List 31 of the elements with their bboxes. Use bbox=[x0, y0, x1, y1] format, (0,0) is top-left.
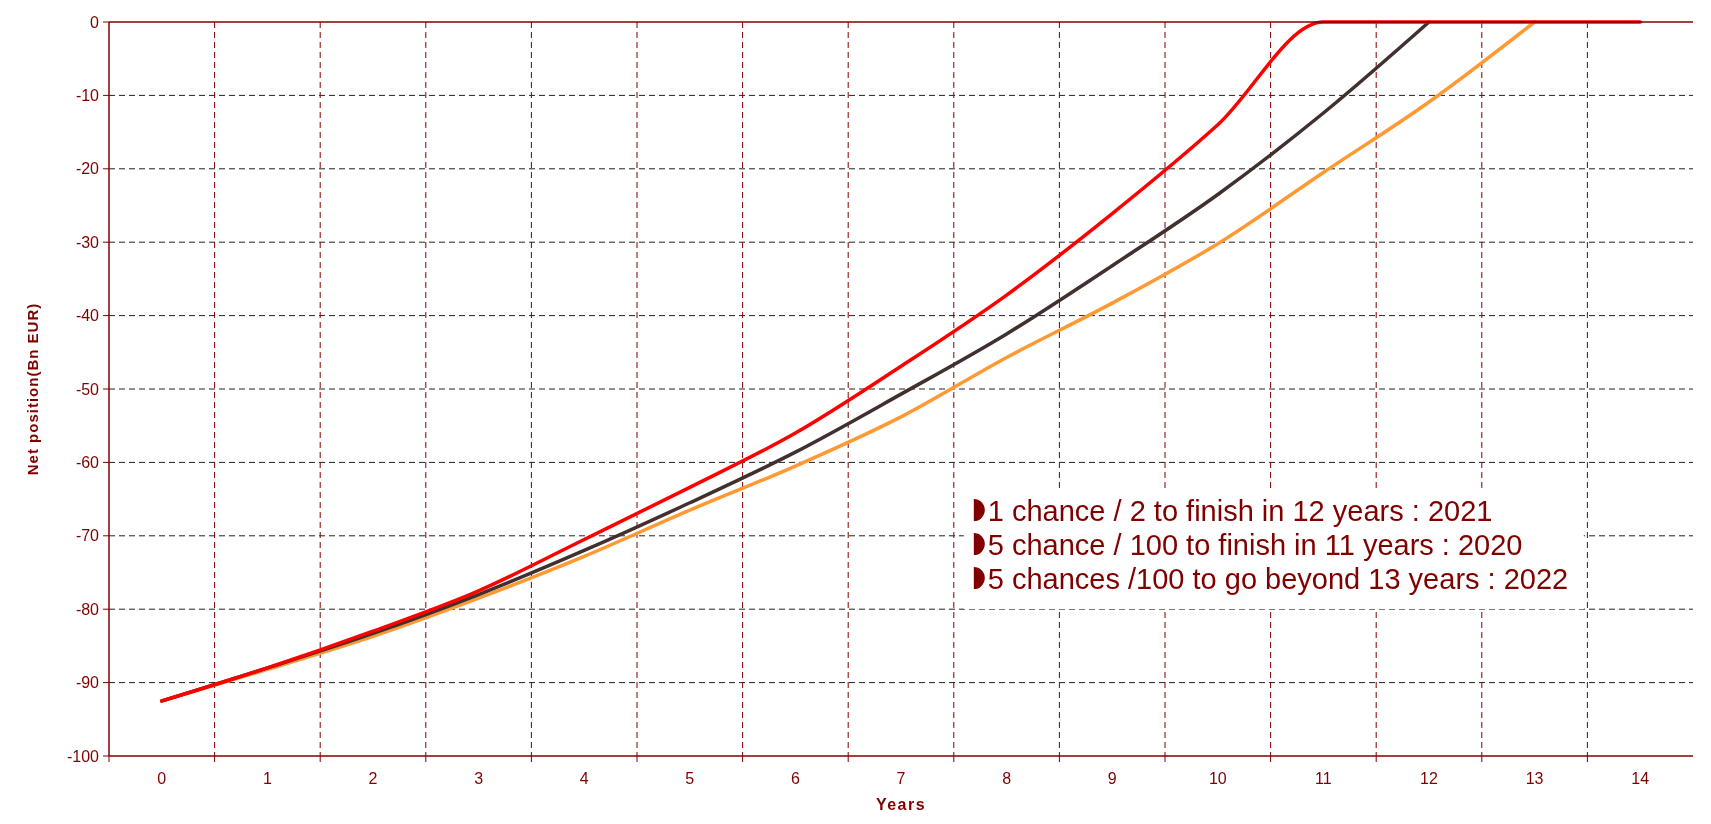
x-tick-label: 2 bbox=[368, 770, 378, 787]
y-tick-label: -10 bbox=[75, 87, 100, 104]
x-tick-label: 0 bbox=[157, 770, 167, 787]
y-tick-label: -100 bbox=[66, 747, 100, 765]
y-tick-label: -20 bbox=[75, 160, 100, 178]
x-tick-label: 5 bbox=[685, 770, 695, 787]
y-tick-label: -70 bbox=[75, 527, 100, 545]
x-tick-label: 3 bbox=[474, 770, 484, 787]
x-tick-label: 12 bbox=[1420, 770, 1438, 787]
y-tick-label: -60 bbox=[75, 454, 100, 471]
annotation: 1 chance / 2 to finish in 12 years : 2021 bbox=[987, 495, 1493, 528]
x-tick-label: 4 bbox=[579, 770, 589, 787]
x-tick-label: 1 bbox=[262, 770, 272, 787]
x-axis-title: Years bbox=[875, 796, 927, 813]
y-tick-label: 0 bbox=[90, 13, 100, 31]
x-tick-label: 11 bbox=[1315, 770, 1332, 787]
annotation: 5 chance / 100 to finish in 11 years : 2020 bbox=[987, 529, 1523, 562]
annotation: 5 chances /100 to go beyond 13 years : 2022 bbox=[987, 563, 1569, 596]
x-tick-label: 7 bbox=[896, 770, 906, 787]
y-tick-label: -40 bbox=[75, 307, 100, 325]
x-tick-label: 14 bbox=[1631, 770, 1650, 787]
y-tick-label: -30 bbox=[75, 233, 100, 251]
x-tick-label: 6 bbox=[790, 770, 800, 787]
x-tick-label: 8 bbox=[1002, 770, 1012, 787]
y-axis-title: Net position(Bn EUR) bbox=[24, 302, 41, 476]
x-tick-label: 9 bbox=[1107, 770, 1117, 787]
y-tick-label: -80 bbox=[75, 600, 100, 618]
y-tick-label: -50 bbox=[75, 380, 100, 398]
x-tick-label: 13 bbox=[1525, 770, 1544, 787]
y-tick-label: -90 bbox=[75, 674, 100, 692]
x-tick-label: 10 bbox=[1208, 770, 1227, 787]
